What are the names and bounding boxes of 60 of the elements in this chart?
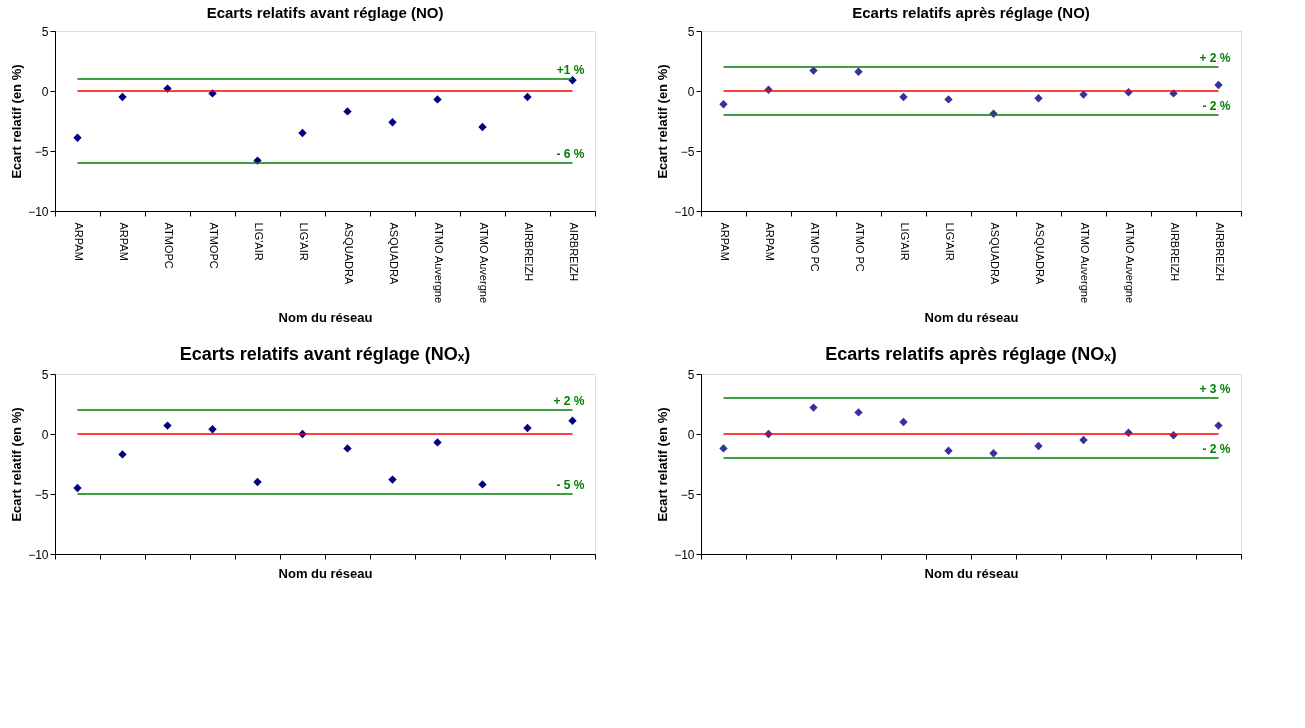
x-tick-label: ATMO Auvergne bbox=[1079, 222, 1091, 303]
x-tick-label: LIG'AIR bbox=[298, 222, 310, 261]
x-tick-label: AIRBREIZH bbox=[1169, 222, 1181, 282]
ref-line-label: - 2 % bbox=[1202, 99, 1231, 113]
x-tick-label: ATMO Auvergne bbox=[433, 222, 445, 303]
x-tick-label: ATMO Auvergne bbox=[1124, 222, 1136, 303]
x-tick-label: LIG'AIR bbox=[899, 222, 911, 261]
ref-line-label: + 3 % bbox=[1199, 382, 1231, 396]
y-tick-label: 5 bbox=[41, 24, 49, 39]
x-axis-title: Nom du réseau bbox=[924, 309, 1019, 325]
y-tick-label: −5 bbox=[680, 144, 695, 159]
ref-line-label: - 5 % bbox=[556, 478, 585, 492]
y-axis-title: Ecart relatif (en %) bbox=[9, 64, 25, 179]
x-tick-label: ATMOPC bbox=[208, 222, 220, 269]
y-tick-label: 0 bbox=[687, 84, 695, 99]
ref-line-label: - 6 % bbox=[556, 147, 585, 161]
x-tick-label: ASQUADRA bbox=[989, 222, 1001, 285]
y-tick-label: 5 bbox=[687, 367, 695, 382]
y-tick-label: −10 bbox=[674, 547, 695, 562]
x-tick-label: AIRBREIZH bbox=[1214, 222, 1226, 282]
y-tick-label: 5 bbox=[687, 24, 695, 39]
y-axis-title: Ecart relatif (en %) bbox=[655, 407, 671, 522]
x-tick-label: ARPAM bbox=[73, 222, 85, 261]
x-tick-label: ATMO Auvergne bbox=[478, 222, 490, 303]
y-tick-label: −5 bbox=[34, 144, 49, 159]
x-axis-title: Nom du réseau bbox=[278, 566, 373, 581]
x-tick-label: ATMO PC bbox=[854, 222, 866, 272]
x-tick-label: ASQUADRA bbox=[1034, 222, 1046, 285]
chart-title: Ecarts relatifs après réglage (NO) bbox=[852, 4, 1090, 21]
y-tick-label: 0 bbox=[687, 427, 695, 442]
x-tick-label: ARPAM bbox=[719, 222, 731, 261]
y-axis-title: Ecart relatif (en %) bbox=[9, 407, 25, 522]
x-tick-label: ARPAM bbox=[118, 222, 130, 261]
x-tick-label: AIRBREIZH bbox=[568, 222, 580, 282]
chart-title: Ecarts relatifs avant réglage (NOₓ) bbox=[179, 344, 471, 364]
x-tick-label: ATMOPC bbox=[163, 222, 175, 269]
x-axis-title: Nom du réseau bbox=[278, 309, 373, 325]
chart-title: Ecarts relatifs après réglage (NOₓ) bbox=[825, 344, 1117, 364]
y-tick-label: 0 bbox=[41, 427, 49, 442]
y-tick-label: −10 bbox=[28, 204, 49, 219]
y-tick-label: −10 bbox=[674, 204, 695, 219]
x-tick-label: ATMO PC bbox=[809, 222, 821, 272]
ref-line-label: + 2 % bbox=[553, 394, 585, 408]
y-tick-label: 0 bbox=[41, 84, 49, 99]
y-axis-title: Ecart relatif (en %) bbox=[655, 64, 671, 179]
x-tick-label: AIRBREIZH bbox=[523, 222, 535, 282]
x-tick-label: ARPAM bbox=[764, 222, 776, 261]
y-tick-label: 5 bbox=[41, 367, 49, 382]
y-tick-label: −5 bbox=[680, 487, 695, 502]
x-tick-label: LIG'AIR bbox=[944, 222, 956, 261]
x-tick-label: ASQUADRA bbox=[343, 222, 355, 285]
ref-line-label: + 2 % bbox=[1199, 51, 1231, 65]
y-tick-label: −10 bbox=[28, 547, 49, 562]
chart-title: Ecarts relatifs avant réglage (NO) bbox=[206, 4, 444, 21]
ref-line-label: +1 % bbox=[556, 63, 585, 77]
ref-line-label: - 2 % bbox=[1202, 442, 1231, 456]
x-tick-label: ASQUADRA bbox=[388, 222, 400, 285]
x-axis-title: Nom du réseau bbox=[924, 566, 1019, 581]
y-tick-label: −5 bbox=[34, 487, 49, 502]
x-tick-label: LIG'AIR bbox=[253, 222, 265, 261]
